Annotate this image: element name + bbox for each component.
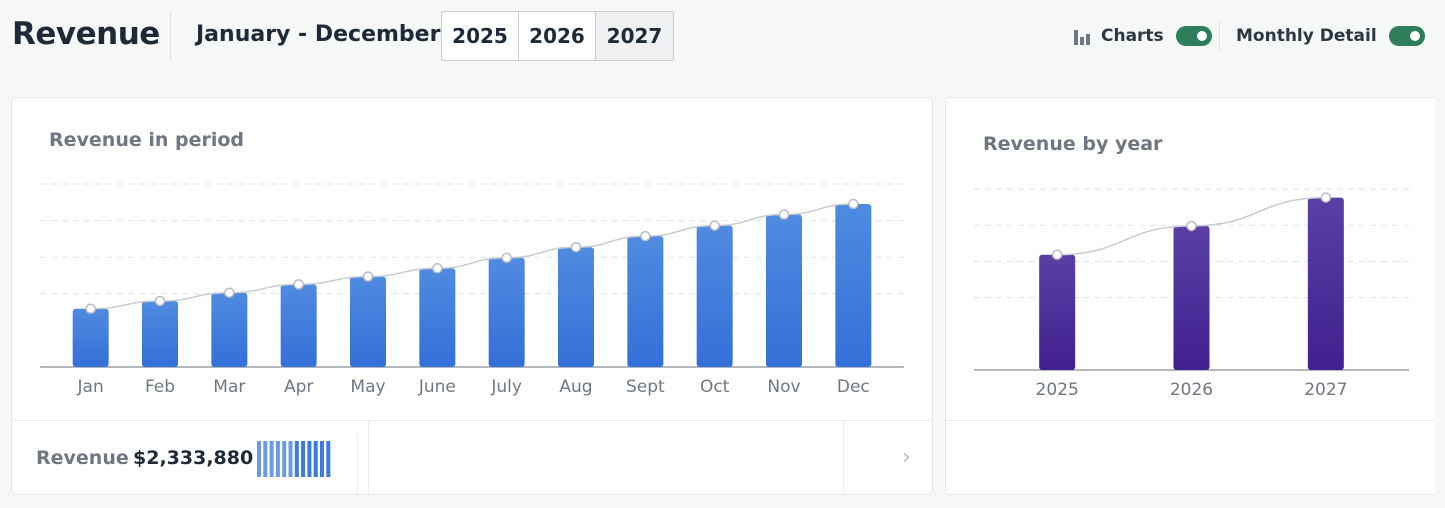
month-tick-label: Apr (284, 377, 313, 397)
month-point[interactable] (362, 271, 374, 282)
year-point[interactable] (1320, 192, 1332, 203)
month-tick-label: Nov (767, 377, 800, 397)
chevron-right-icon[interactable]: › (902, 445, 911, 470)
sparkline-bar (313, 441, 318, 477)
revenue-sparkline (257, 441, 331, 477)
revenue-period-chart: Jan Feb Mar Apr May June July Aug Sept Oct Nov Dec (40, 183, 904, 397)
sparkline-bar (320, 441, 324, 477)
sparkline-bar (282, 441, 287, 477)
control-divider (1219, 20, 1220, 52)
revenue-year-card: Revenue by year 2025 2026 2027 (945, 97, 1435, 495)
month-point[interactable] (154, 295, 166, 307)
toggle-knob (1194, 29, 1209, 43)
monthly-detail-label: Monthly Detail (1236, 26, 1377, 46)
charts-control: Charts (1073, 24, 1212, 48)
footer-divider (843, 421, 844, 497)
year-tick-label: 2027 (1304, 380, 1347, 400)
month-bar[interactable] (627, 236, 664, 367)
month-bar[interactable] (558, 247, 594, 367)
sparkline-bar (294, 441, 299, 477)
bar-chart-icon (1074, 30, 1090, 45)
month-bar[interactable] (419, 268, 456, 367)
month-point[interactable] (293, 279, 304, 290)
year-point[interactable] (1186, 220, 1197, 232)
month-bar[interactable] (350, 276, 386, 367)
month-bar[interactable] (696, 225, 733, 367)
month-point[interactable] (570, 241, 582, 253)
sparkline-bar (269, 441, 274, 477)
toggle-knob (1407, 29, 1422, 43)
month-bar[interactable] (488, 257, 525, 367)
month-bar[interactable] (72, 308, 109, 367)
month-point[interactable] (709, 220, 720, 231)
header: Revenue January - December 2025 2026 202… (0, 0, 1445, 72)
month-bar[interactable] (211, 292, 248, 367)
sparkline-bar (288, 441, 293, 477)
revenue-year-chart: 2025 2026 2027 (974, 188, 1409, 400)
month-tick-label: Jan (77, 377, 104, 397)
month-bar[interactable] (280, 284, 317, 367)
month-point[interactable] (224, 287, 235, 298)
sparkline-bar (307, 441, 312, 477)
date-range: January - December (196, 22, 441, 47)
period-card-footer: Revenue $2,333,880 › (12, 420, 932, 497)
footer-revenue-label: Revenue (36, 447, 129, 469)
month-tick-label: Dec (837, 377, 870, 397)
year-button-2025[interactable]: 2025 (442, 12, 519, 60)
sparkline-bar (275, 441, 280, 477)
sparkline-bar (257, 441, 261, 477)
revenue-period-card: Revenue in period Jan Feb Mar Apr May June Jul… (11, 97, 933, 497)
monthly-detail-toggle[interactable] (1388, 26, 1425, 46)
month-point[interactable] (85, 303, 96, 315)
page-title: Revenue (12, 16, 160, 52)
sparkline-bar (326, 441, 331, 477)
year-bar[interactable] (1173, 225, 1210, 370)
year-tick-label: 2025 (1036, 380, 1079, 400)
month-point[interactable] (501, 252, 512, 264)
year-bar[interactable] (1039, 254, 1076, 370)
month-tick-label: Oct (700, 377, 730, 397)
month-bar[interactable] (142, 301, 178, 367)
month-bar[interactable] (835, 203, 872, 367)
month-trend-line (90, 203, 854, 310)
monthly-detail-control: Monthly Detail (1236, 24, 1425, 48)
year-card-title: Revenue by year (983, 133, 1163, 155)
footer-revenue-value: $2,333,880 (133, 447, 254, 469)
footer-divider (368, 421, 369, 497)
month-tick-label: June (418, 377, 456, 397)
month-point[interactable] (432, 263, 443, 274)
charts-label: Charts (1101, 26, 1164, 46)
year-button-2026[interactable]: 2026 (519, 12, 596, 60)
year-button-2027[interactable]: 2027 (596, 12, 673, 60)
sparkline-bar (301, 441, 306, 477)
month-tick-label: Feb (145, 377, 175, 397)
month-point[interactable] (778, 209, 790, 220)
year-card-footer (946, 420, 1435, 496)
month-point[interactable] (848, 198, 859, 210)
header-divider (170, 12, 171, 60)
month-tick-label: Sept (626, 377, 665, 397)
year-tick-label: 2026 (1170, 380, 1213, 400)
month-tick-label: July (490, 377, 522, 397)
month-tick-label: Mar (213, 377, 245, 397)
charts-toggle[interactable] (1175, 26, 1212, 46)
month-point[interactable] (640, 230, 651, 242)
footer-divider (357, 433, 358, 495)
month-tick-label: May (350, 377, 385, 397)
year-bar[interactable] (1307, 197, 1344, 370)
month-tick-label: Aug (559, 377, 592, 397)
month-bar[interactable] (766, 214, 802, 368)
year-selector: 2025 2026 2027 (441, 11, 674, 61)
sparkline-bar (263, 441, 268, 477)
period-card-title: Revenue in period (49, 129, 245, 151)
year-point[interactable] (1051, 249, 1063, 261)
